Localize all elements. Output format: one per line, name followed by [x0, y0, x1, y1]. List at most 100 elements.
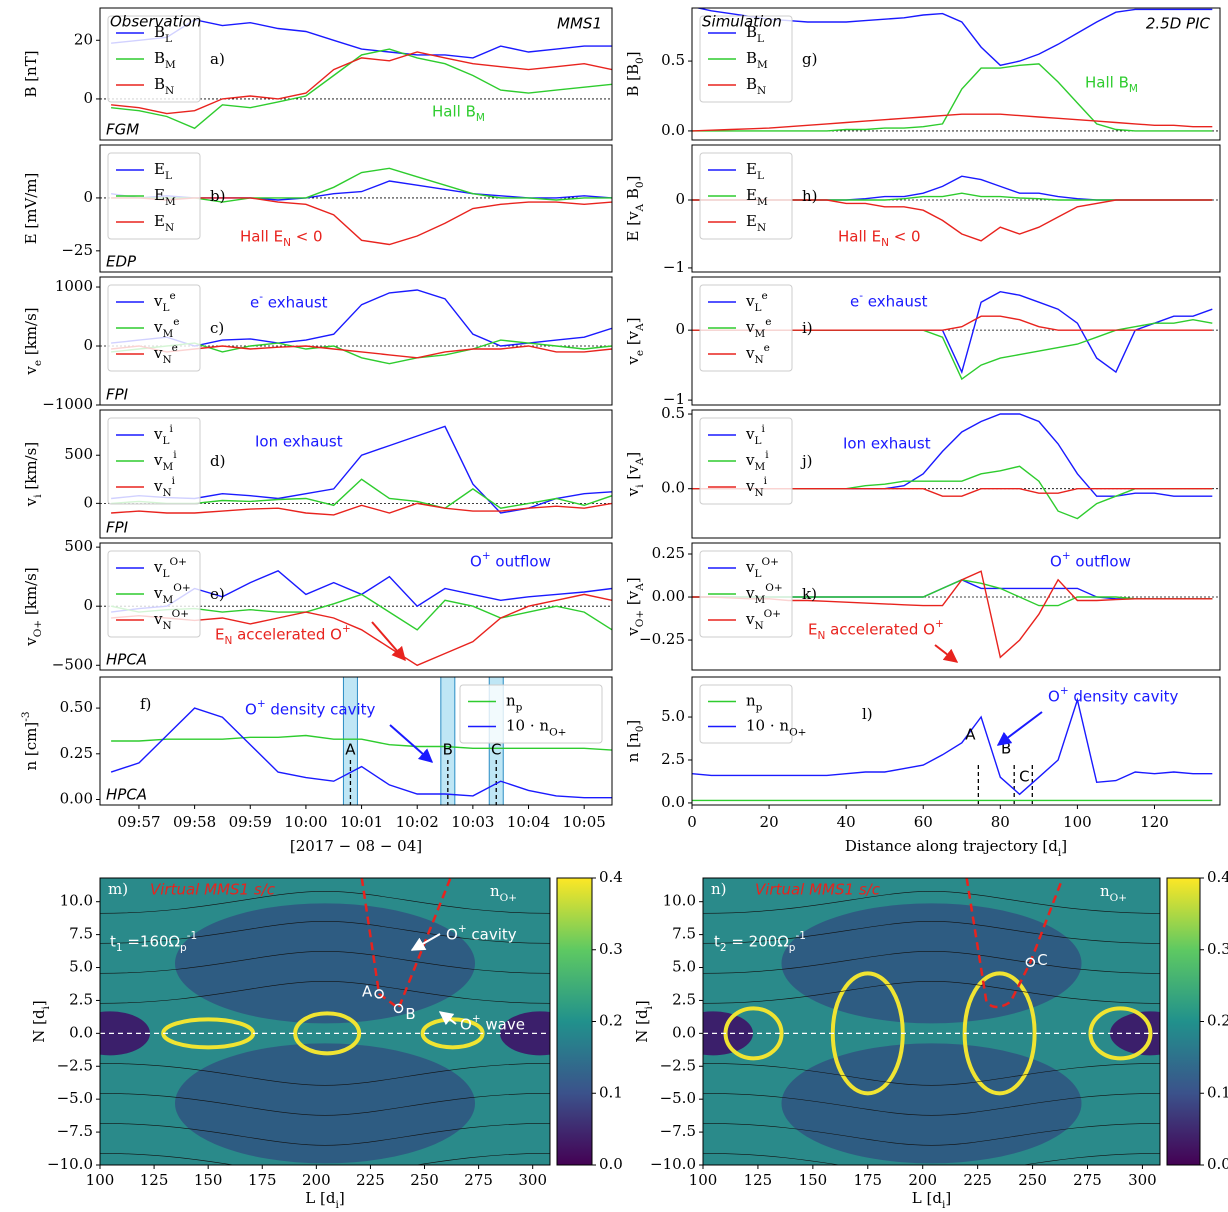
series-line	[111, 48, 612, 130]
marker-label: A	[345, 741, 356, 759]
y-tick-label: −7.5	[660, 1122, 696, 1140]
annotation: e- exhaust	[850, 290, 928, 311]
instrument-label: FPI	[106, 386, 129, 404]
field-line	[100, 891, 550, 914]
annotation: Virtual MMS1 s/c	[150, 881, 276, 899]
annotation: O+ outflow	[470, 550, 551, 571]
x-axis-label: L [di]	[912, 1189, 951, 1211]
legend-box	[699, 550, 793, 638]
y-tick-label: −10.0	[47, 1155, 93, 1173]
legend-box	[699, 417, 793, 505]
x-tick-label: 09:58	[173, 813, 216, 831]
field-line	[703, 1093, 1160, 1116]
x-tick-label: 80	[991, 813, 1010, 831]
annotation: e- exhaust	[250, 291, 328, 312]
x-tick-label: 250	[410, 1171, 439, 1189]
y-tick-label: 0	[83, 596, 93, 614]
annotation: O+ density cavity	[245, 698, 376, 719]
annotation: Hall EN < 0	[240, 228, 323, 250]
x-tick-label: 175	[853, 1171, 882, 1189]
y-tick-label: −1	[663, 390, 685, 408]
y-axis-label: ve [km/s]	[22, 307, 44, 375]
y-tick-label: −7.5	[57, 1122, 93, 1140]
legend-box	[107, 284, 201, 372]
low-density-lobe	[781, 903, 1082, 1024]
y-tick-label: −10.0	[650, 1155, 696, 1173]
series-line	[110, 707, 612, 799]
y-tick-label: 500	[64, 537, 93, 555]
panel-label: f)	[140, 695, 151, 713]
y-axis-label: vO+ [km/s]	[22, 567, 44, 646]
x-axis-label: Distance along trajectory [di]	[845, 837, 1067, 859]
plot-frame	[691, 276, 1221, 406]
plot-frame	[99, 877, 551, 1166]
marker-span	[342, 677, 358, 805]
plot-frame	[691, 676, 1221, 806]
annotation: Ion exhaust	[843, 435, 931, 453]
y-tick-label: 0.25	[652, 544, 685, 562]
low-density-lobe	[781, 1043, 1082, 1164]
y-tick-label: 0.0	[661, 121, 685, 139]
x-tick-label: 150	[194, 1171, 223, 1189]
panel	[703, 878, 1160, 1165]
x-tick-label: 200	[908, 1171, 937, 1189]
colorbar-tick-label: 0.2	[1207, 1012, 1228, 1030]
y-tick-label: 0	[675, 190, 685, 208]
instrument-label: HPCA	[106, 786, 147, 804]
annotation: Hall BM	[1085, 74, 1138, 96]
x-tick-label: 09:57	[117, 813, 160, 831]
instrument-label: EDP	[106, 253, 137, 271]
x-tick-label: 125	[744, 1171, 773, 1189]
marker-label: B	[1001, 740, 1011, 758]
instrument-label: FPI	[106, 519, 129, 537]
annotation: EN accelerated O+	[215, 623, 351, 647]
header-right: MMS1	[557, 15, 602, 33]
legend-box	[699, 15, 793, 103]
instrument-label: FGM	[106, 121, 139, 139]
annotation: O+ wave	[460, 1013, 525, 1034]
field-line	[100, 1093, 550, 1116]
annotation: EN accelerated O+	[808, 618, 944, 642]
panel-label: d)	[210, 452, 225, 470]
header-left: Simulation	[702, 13, 782, 31]
y-tick-label: 2.5	[672, 990, 696, 1008]
x-tick-label: 225	[356, 1171, 385, 1189]
colorbar-tick-label: 0.1	[1207, 1083, 1228, 1101]
point-label: C	[1037, 951, 1047, 969]
y-tick-label: 5.0	[661, 707, 685, 725]
panel-label: c)	[210, 319, 224, 337]
annotation-arrow	[389, 724, 434, 763]
annotation: Hall EN < 0	[838, 228, 921, 250]
x-tick-label: 09:59	[229, 813, 272, 831]
y-tick-label: 0	[675, 320, 685, 338]
instrument-label: HPCA	[106, 651, 147, 669]
plot-frame	[691, 542, 1221, 671]
x-tick-label: 175	[248, 1171, 277, 1189]
x-tick-label: 10:03	[451, 813, 494, 831]
field-line	[703, 891, 1160, 914]
panel-label: j)	[800, 452, 813, 470]
y-tick-label: −1	[663, 258, 685, 276]
colorbar-tick-label: 0.1	[599, 1083, 623, 1101]
field-line	[703, 921, 1160, 944]
panel-label: a)	[210, 50, 225, 68]
header-left: Observation	[110, 13, 201, 31]
annotation: Ion exhaust	[255, 433, 343, 451]
colorbar-tick-label: 0.3	[1207, 940, 1228, 958]
x-tick-label: 150	[799, 1171, 828, 1189]
colorbar-tick-label: 0.0	[599, 1155, 623, 1173]
legend-box	[699, 284, 793, 372]
x-tick-label: 10:01	[340, 813, 383, 831]
x-tick-label: 120	[1140, 813, 1169, 831]
plot-frame	[702, 877, 1161, 1166]
y-tick-label: 10.0	[60, 892, 93, 910]
annotation: O+ cavity	[446, 923, 517, 944]
low-density-lobe	[100, 1011, 150, 1056]
annotation-arrow	[438, 1011, 457, 1026]
panel-label: m)	[108, 880, 128, 898]
annotation-arrow	[410, 933, 441, 951]
y-tick-label: 0.0	[661, 793, 685, 811]
plot-frame	[691, 7, 1221, 141]
x-tick-label: 300	[1128, 1171, 1157, 1189]
series-line	[111, 502, 612, 516]
